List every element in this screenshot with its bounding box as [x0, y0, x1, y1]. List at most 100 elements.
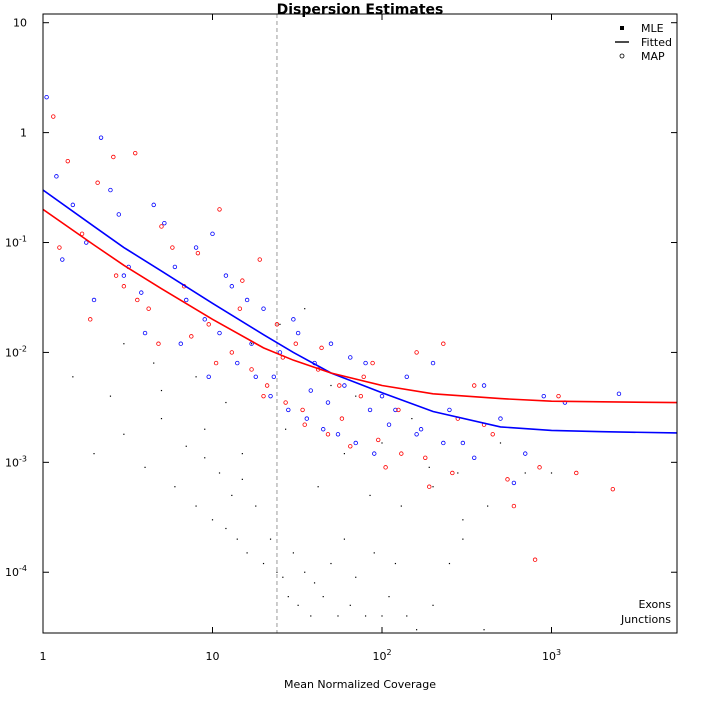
mle-point	[381, 615, 383, 617]
map-point-junctions	[450, 470, 455, 476]
map-point-junctions	[574, 470, 579, 476]
mle-point	[304, 308, 306, 310]
map-point-junctions	[95, 180, 100, 185]
map-point-exons	[116, 212, 121, 217]
y-tick-label: 10-3	[5, 454, 27, 469]
mle-point	[153, 362, 155, 364]
mle-point	[432, 604, 434, 606]
y-tick-label: 10-2	[5, 344, 27, 359]
mle-point	[285, 428, 287, 430]
mle-point	[457, 472, 459, 474]
fitted-line-junctions	[43, 208, 677, 404]
mle-point	[297, 604, 299, 606]
map-point-exons	[172, 264, 178, 270]
map-point-exons	[481, 383, 487, 388]
map-point-exons	[328, 341, 334, 346]
map-point-junctions	[113, 273, 119, 278]
map-point-exons	[210, 231, 215, 237]
map-point-exons	[286, 407, 291, 413]
map-point-exons	[291, 317, 296, 322]
map-point-junctions	[57, 245, 62, 250]
mle-point	[211, 519, 214, 521]
legend-label: MLE	[641, 22, 664, 35]
mle-point	[411, 417, 413, 420]
map-point-exons	[321, 427, 326, 432]
map-point-exons	[523, 451, 528, 456]
mle-point	[236, 538, 238, 540]
map-point-exons	[60, 257, 65, 262]
map-point-junctions	[229, 350, 235, 355]
map-point-exons	[151, 202, 156, 208]
map-point-junctions	[135, 297, 140, 303]
map-point-junctions	[283, 400, 288, 405]
map-point-junctions	[88, 317, 93, 322]
map-point-exons	[121, 273, 127, 278]
mle-point	[310, 615, 312, 617]
map-point-junctions	[195, 250, 201, 256]
map-point-exons	[363, 360, 368, 366]
map-point-exons	[84, 240, 89, 245]
map-point-junctions	[348, 444, 353, 449]
mle-point	[462, 538, 464, 540]
map-point-exons	[414, 432, 419, 437]
map-point-junctions	[505, 477, 510, 482]
map-point-exons	[193, 245, 199, 250]
mle-point	[524, 472, 526, 474]
mle-point	[406, 615, 408, 617]
chart-title: Dispersion Estimates	[277, 2, 444, 18]
map-point-exons	[472, 455, 477, 460]
map-point-exons	[206, 374, 211, 380]
map-point-junctions	[206, 322, 211, 327]
map-point-exons	[498, 416, 503, 421]
map-point-junctions	[325, 432, 331, 437]
mle-point	[483, 629, 485, 631]
map-point-junctions	[532, 557, 538, 562]
mle-point	[144, 466, 146, 468]
fitted-curves	[43, 189, 677, 434]
legend-symbol-mle	[620, 26, 624, 30]
y-tick-label: 10-1	[5, 235, 27, 250]
x-tick-label: 102	[372, 648, 391, 663]
mle-point	[373, 552, 375, 554]
mle-point	[355, 576, 357, 578]
map-point-exons	[353, 440, 358, 446]
map-point-junctions	[396, 407, 401, 413]
mle-point	[123, 343, 125, 345]
map-point-exons	[348, 355, 353, 360]
map-point-exons	[304, 416, 309, 421]
mle-point	[246, 552, 248, 554]
mle-point	[448, 562, 451, 565]
map-point-exons	[342, 383, 347, 388]
mle-point	[225, 527, 227, 530]
map-point-junctions	[370, 360, 375, 366]
mle-point	[160, 389, 163, 392]
map-point-junctions	[249, 367, 254, 372]
y-tick-label: 10-4	[5, 564, 27, 579]
mle-point	[250, 343, 253, 345]
map-point-exons	[202, 317, 207, 322]
x-axis: 1 10 102 103	[40, 14, 561, 663]
fitted-line-exons	[43, 189, 677, 434]
map-point-junctions	[441, 341, 446, 346]
mle-point	[282, 576, 284, 578]
map-point-exons	[244, 297, 250, 303]
map-point-exons	[184, 297, 189, 303]
map-point-junctions	[472, 383, 477, 388]
map-point-exons	[108, 187, 113, 193]
legend-label: MAP	[641, 50, 665, 63]
mle-point	[72, 376, 74, 378]
map-point-exons	[430, 360, 436, 366]
map-point-junctions	[383, 465, 388, 470]
map-point-junctions	[423, 455, 428, 460]
mle-point	[109, 395, 112, 397]
map-point-junctions	[361, 374, 366, 380]
group-legend-junctions: Junctions	[620, 613, 671, 626]
y-axis: 10 1 10-1 10-2 10-3 10-4	[5, 17, 677, 579]
mle-point	[279, 323, 281, 325]
mle-point	[550, 472, 553, 474]
map-point-exons	[54, 174, 59, 179]
mle-point	[204, 457, 206, 459]
mle-point	[400, 505, 402, 507]
map-point-exons	[217, 330, 222, 336]
mle-point	[343, 538, 346, 540]
